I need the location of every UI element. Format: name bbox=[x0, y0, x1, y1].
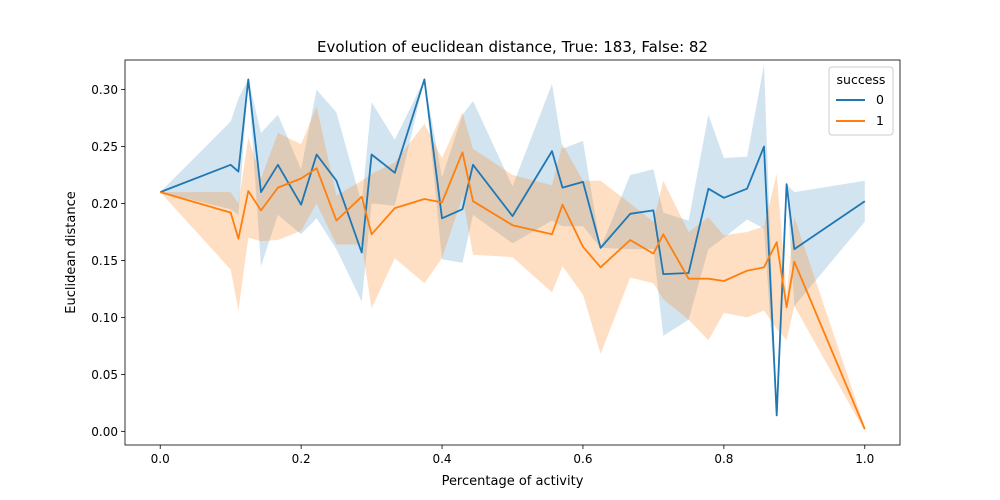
x-tick-label: 1.0 bbox=[855, 452, 874, 466]
y-tick-label: 0.15 bbox=[91, 254, 118, 268]
y-tick-label: 0.10 bbox=[91, 311, 118, 325]
x-tick-label: 0.8 bbox=[714, 452, 733, 466]
x-tick-label: 0.6 bbox=[573, 452, 592, 466]
x-tick-label: 0.2 bbox=[292, 452, 311, 466]
series-line-0 bbox=[159, 78, 866, 417]
series-line-1 bbox=[159, 151, 866, 430]
legend: success 0 1 bbox=[828, 66, 894, 136]
y-tick-label: 0.05 bbox=[91, 368, 118, 382]
x-tick-label: 0.0 bbox=[151, 452, 170, 466]
x-axis-label: Percentage of activity bbox=[442, 474, 584, 489]
y-tick-label: 0.00 bbox=[91, 425, 118, 439]
legend-label-series-0: 0 bbox=[876, 92, 884, 107]
confidence-band-series-1 bbox=[160, 106, 865, 432]
x-tick-label: 0.4 bbox=[432, 452, 451, 466]
legend-label-series-1: 1 bbox=[876, 113, 884, 128]
y-axis-label: Euclidean distance bbox=[64, 191, 79, 314]
confidence-bands bbox=[160, 64, 865, 432]
series-lines bbox=[159, 78, 866, 430]
y-tick-label: 0.30 bbox=[91, 83, 118, 97]
chart-title: Evolution of euclidean distance, True: 1… bbox=[317, 38, 708, 56]
legend-title: success bbox=[837, 72, 886, 87]
y-tick-label: 0.25 bbox=[91, 140, 118, 154]
y-axis: 0.00 0.05 0.10 0.15 0.20 0.25 0.30 bbox=[91, 83, 125, 439]
confidence-band-series-0 bbox=[160, 64, 865, 416]
y-tick-label: 0.20 bbox=[91, 197, 118, 211]
plot-frame bbox=[124, 59, 901, 446]
x-axis: 0.0 0.2 0.4 0.6 0.8 1.0 bbox=[151, 445, 874, 466]
